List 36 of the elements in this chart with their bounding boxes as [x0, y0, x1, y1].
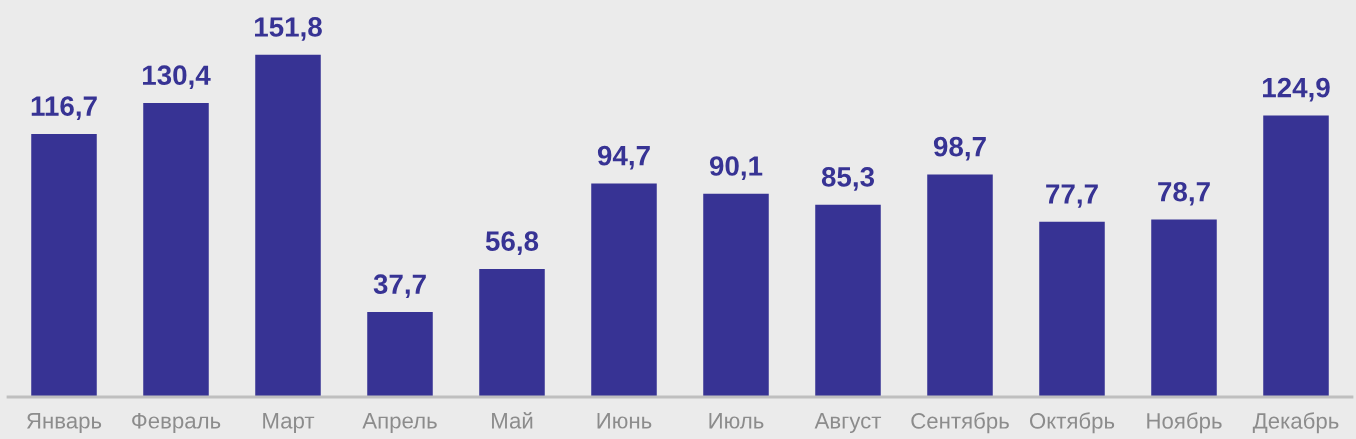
data-label: 130,4 [143, 65, 211, 90]
data-label: 98,7 [933, 136, 986, 161]
data-label: 85,3 [821, 167, 875, 191]
x-tick-label: Март [263, 413, 315, 433]
bar [143, 103, 209, 397]
bar [31, 133, 97, 397]
data-label: 124,9 [1263, 77, 1330, 102]
data-label: 77,7 [1046, 184, 1098, 208]
data-label: 90,1 [709, 156, 763, 180]
x-tick-label: Апрель [362, 413, 437, 433]
bar [1151, 219, 1217, 397]
bar [703, 193, 769, 397]
x-tick-label: Сентябрь [911, 412, 1009, 434]
data-label: 94,7 [597, 145, 650, 170]
bar [367, 312, 433, 397]
data-label: 56,8 [485, 231, 539, 255]
data-label: 151,8 [255, 17, 322, 41]
bar [479, 268, 545, 397]
x-tick-label: Февраль [132, 412, 221, 433]
data-label: 37,7 [373, 274, 426, 299]
bar [591, 183, 657, 397]
data-label: 116,7 [31, 96, 97, 120]
x-tick-label: Июль [709, 413, 764, 429]
bar [815, 204, 881, 397]
x-tick-label: Январь [26, 413, 102, 433]
x-tick-label: Май [492, 411, 533, 429]
x-tick-label: Ноябрь [1147, 412, 1222, 434]
x-tick-label: Декабрь [1252, 412, 1339, 434]
bar [1263, 115, 1329, 397]
bar [927, 174, 993, 397]
data-label: 78,7 [1158, 181, 1210, 206]
x-tick-label: Октябрь [1029, 412, 1115, 434]
x-tick-label: Июнь [597, 413, 652, 429]
x-tick-label: Август [814, 413, 882, 433]
bar [1039, 221, 1105, 397]
bar [255, 54, 321, 397]
